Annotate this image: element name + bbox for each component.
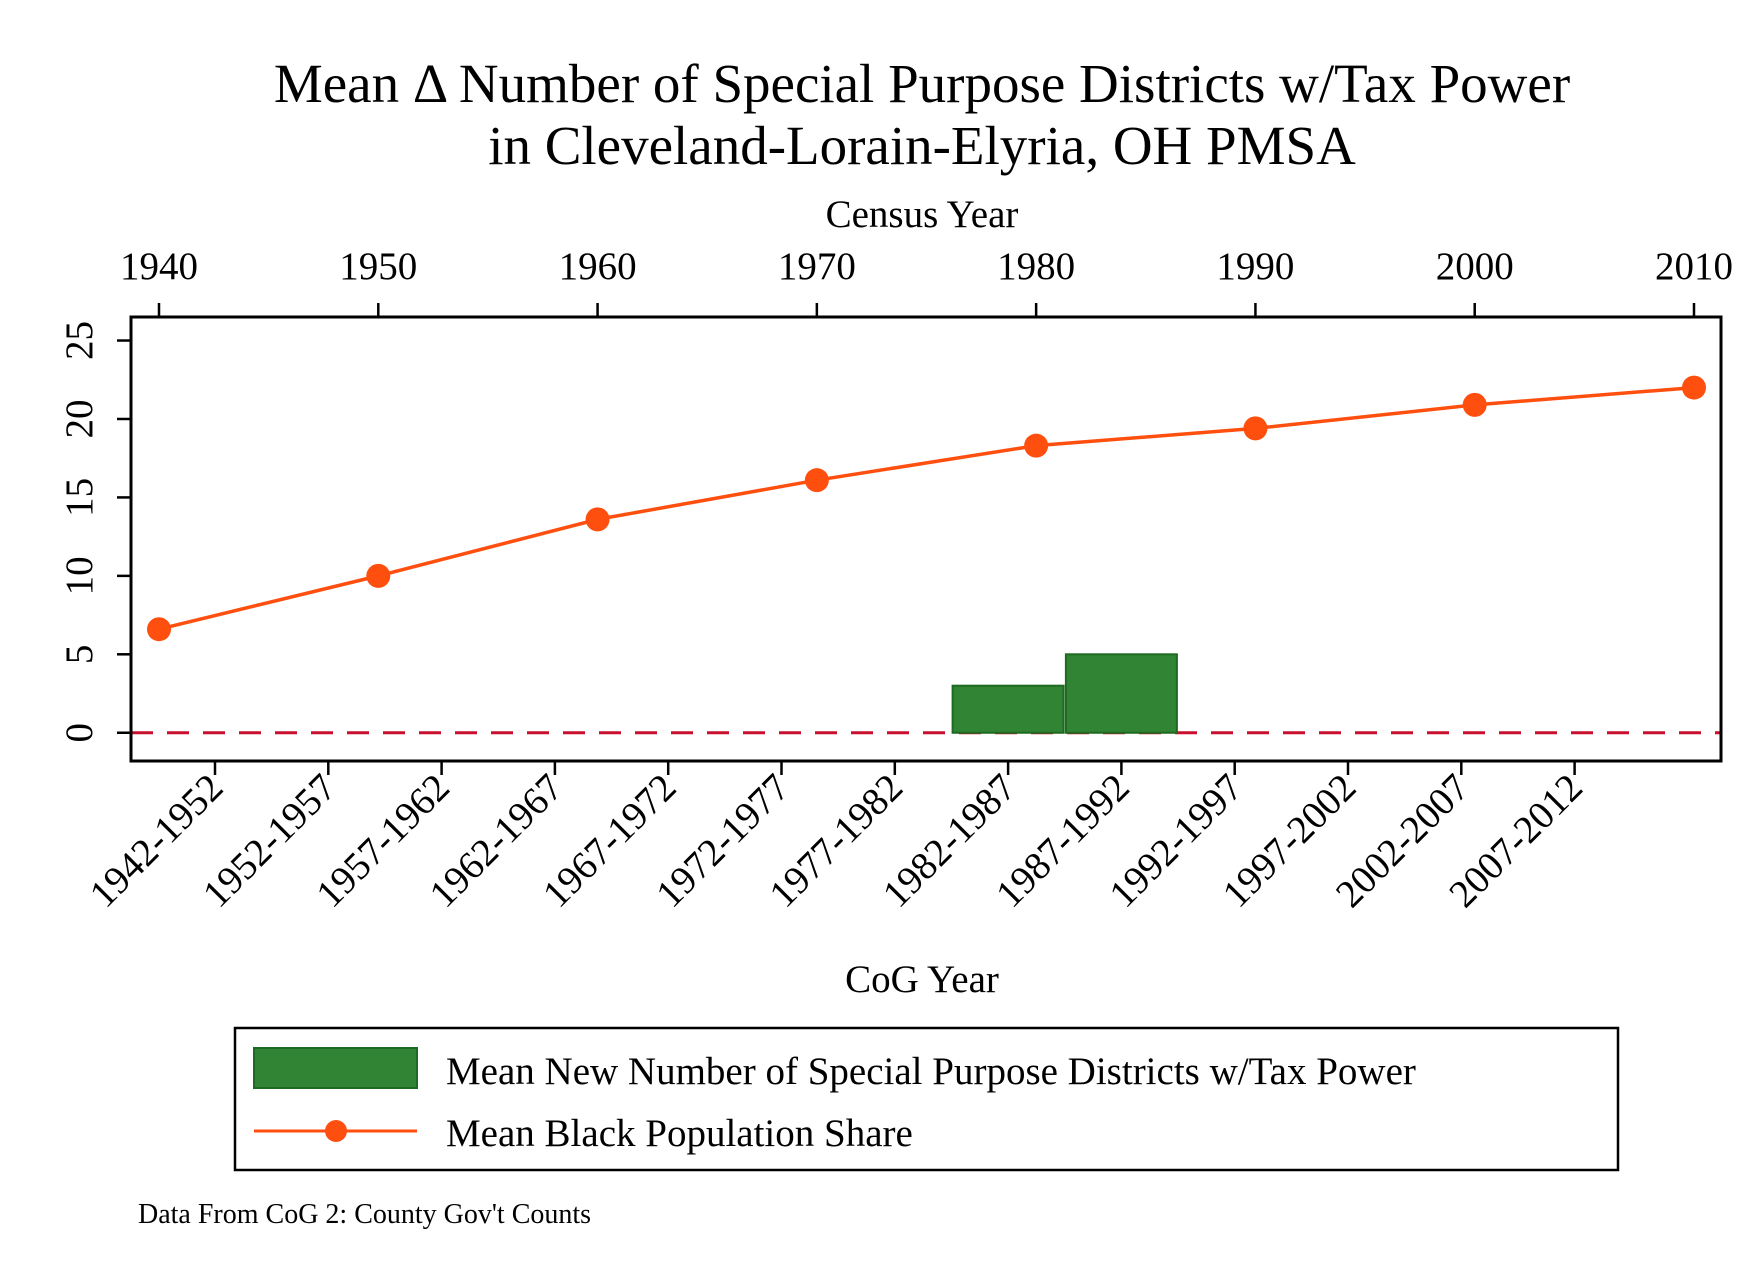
source-note: Data From CoG 2: County Gov't Counts — [138, 1199, 591, 1230]
top-tick-label-2010: 2010 — [1655, 245, 1733, 288]
line-point-1990 — [1243, 416, 1268, 441]
top-axis-label: Census Year — [826, 193, 1019, 236]
bar-1987-1992 — [1064, 653, 1178, 734]
bottom-axis-ticks: 1942-19521952-19571957-19621962-19671967… — [81, 761, 1591, 916]
line-point-1970 — [804, 468, 829, 493]
plot-area — [129, 315, 1723, 763]
y-tick-label-5: 5 — [58, 645, 101, 665]
top-tick-label-2000: 2000 — [1436, 245, 1514, 288]
bottom-axis-label: CoG Year — [845, 958, 999, 1001]
y-tick-label-10: 10 — [58, 556, 101, 595]
title-line-1: Mean Δ Number of Special Purpose Distric… — [274, 53, 1570, 114]
bar-1982-1987 — [951, 684, 1065, 734]
legend-line-marker — [325, 1120, 347, 1142]
y-tick-label-0: 0 — [58, 723, 101, 743]
y-tick-label-20: 20 — [58, 399, 101, 438]
legend-label-line: Mean Black Population Share — [446, 1112, 913, 1155]
y-axis: 0 5 10 15 20 25 — [58, 321, 131, 743]
line-point-2010 — [1682, 375, 1706, 400]
top-tick-label-1980: 1980 — [997, 245, 1075, 288]
top-tick-label-1940: 1940 — [120, 245, 198, 288]
y-tick-label-25: 25 — [58, 321, 101, 360]
line-series — [158, 385, 1695, 631]
line-point-1980 — [1024, 433, 1049, 458]
legend-box — [233, 1026, 1620, 1172]
top-tick-label-1950: 1950 — [339, 245, 417, 288]
y-tick-label-15: 15 — [58, 478, 101, 517]
top-tick-label-1970: 1970 — [778, 245, 856, 288]
line-point-1960 — [585, 507, 610, 532]
legend-label-bars: Mean New Number of Special Purpose Distr… — [446, 1050, 1416, 1093]
top-tick-label-1990: 1990 — [1216, 245, 1294, 288]
chart-title: Mean Δ Number of Special Purpose Distric… — [274, 53, 1570, 176]
top-tick-label-1960: 1960 — [559, 245, 637, 288]
line-point-1950 — [366, 563, 391, 588]
legend-bar-swatch — [253, 1047, 418, 1089]
title-line-2: in Cleveland-Lorain-Elyria, OH PMSA — [488, 115, 1356, 176]
top-axis-ticks: 1940 1950 1960 1970 1980 1990 2000 2010 — [120, 245, 1733, 317]
line-point-1940 — [147, 617, 171, 642]
plot-frame — [129, 315, 1723, 763]
legend: Mean New Number of Special Purpose Distr… — [233, 1026, 1620, 1172]
line-point-2000 — [1462, 392, 1487, 417]
